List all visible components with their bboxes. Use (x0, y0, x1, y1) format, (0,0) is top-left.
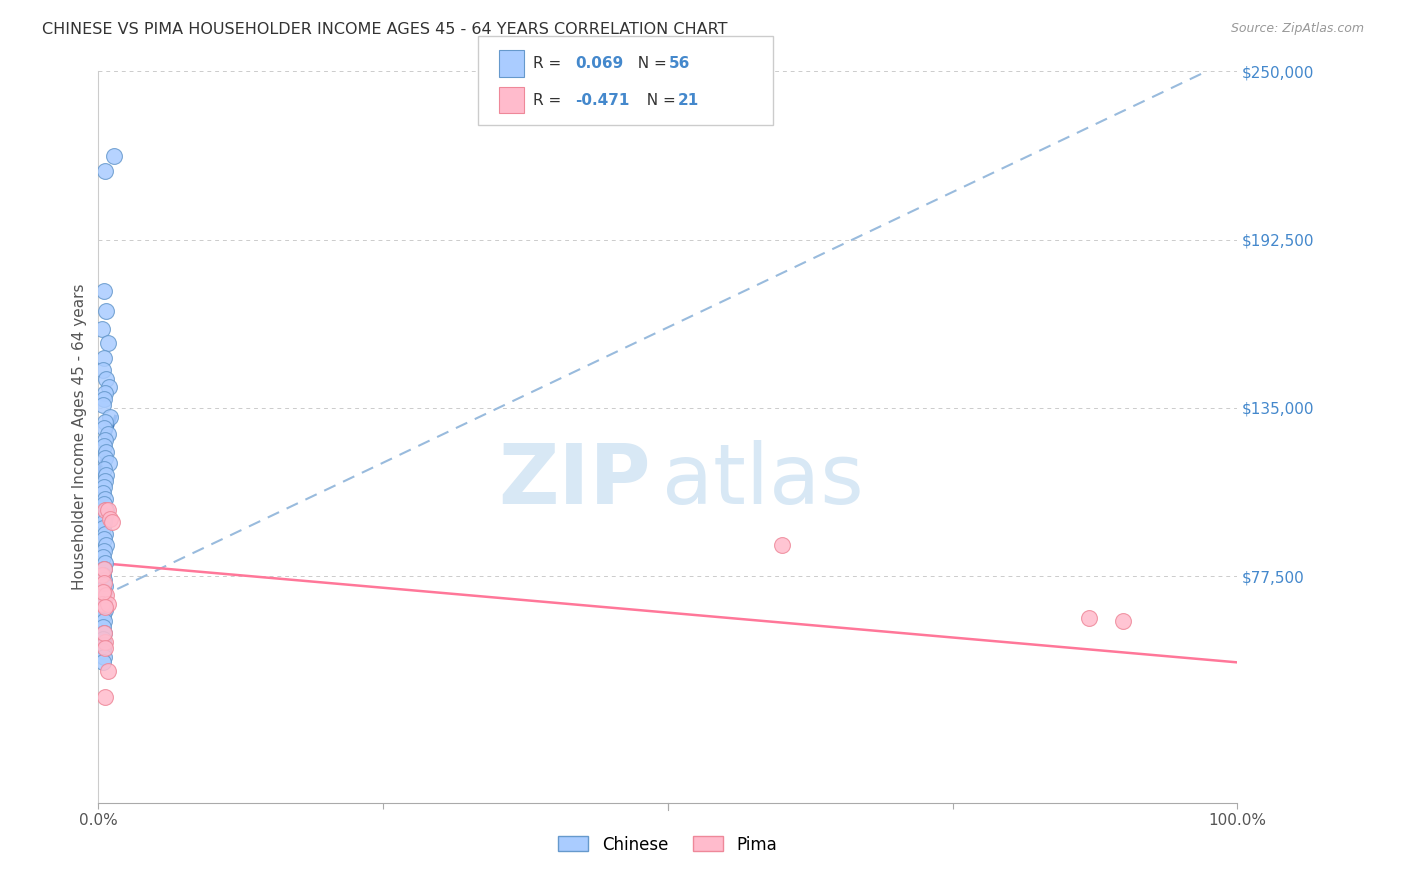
Text: R =: R = (533, 55, 567, 70)
Point (91, 632, 114, 646)
Point (94, 603, 117, 617)
Point (96, 503, 118, 517)
Point (93, 638, 115, 652)
Point (93, 533, 115, 547)
Point (96, 304, 118, 318)
Point (93, 649, 115, 664)
Point (90, 322, 112, 336)
Point (94, 491, 117, 506)
Point (93, 497, 115, 511)
Point (93, 284, 115, 298)
Point (94, 509, 117, 524)
Point (94, 433, 117, 447)
Point (93, 597, 115, 611)
Legend: Chinese, Pima: Chinese, Pima (551, 829, 785, 860)
Point (91, 656, 114, 670)
Point (96, 503, 118, 517)
Text: 0.069: 0.069 (575, 55, 623, 70)
Point (93, 480, 115, 494)
Point (90, 597, 112, 611)
Point (94, 503, 117, 517)
Point (93, 574, 115, 588)
Point (97, 457, 120, 471)
Point (93, 515, 115, 529)
Point (93, 544, 115, 558)
Point (1112, 615, 1135, 629)
Text: N =: N = (628, 55, 672, 70)
Point (93, 351, 115, 365)
Point (98, 512, 121, 526)
Point (91, 620, 114, 634)
Point (91, 643, 114, 657)
Point (94, 416, 117, 430)
Point (91, 567, 114, 582)
Text: ZIP: ZIP (498, 441, 651, 522)
Point (91, 398, 114, 412)
Point (96, 427, 118, 442)
Point (93, 576, 115, 591)
Point (94, 450, 117, 465)
Point (96, 444, 118, 458)
Point (93, 615, 115, 629)
Point (98, 409, 121, 424)
Point (96, 597, 118, 611)
Text: R =: R = (533, 93, 567, 108)
Text: N =: N = (637, 93, 681, 108)
Point (1078, 611, 1101, 625)
Point (96, 371, 118, 385)
Point (93, 421, 115, 435)
Text: 56: 56 (669, 55, 690, 70)
Point (94, 599, 117, 614)
Text: CHINESE VS PIMA HOUSEHOLDER INCOME AGES 45 - 64 YEARS CORRELATION CHART: CHINESE VS PIMA HOUSEHOLDER INCOME AGES … (42, 22, 728, 37)
Text: -0.471: -0.471 (575, 93, 630, 108)
Point (93, 626, 115, 640)
Point (93, 626, 115, 640)
Point (93, 462, 115, 476)
Y-axis label: Householder Income Ages 45 - 64 years: Householder Income Ages 45 - 64 years (72, 284, 87, 591)
Point (94, 526, 117, 541)
Point (770, 538, 793, 552)
Point (94, 690, 117, 705)
Point (91, 608, 114, 623)
Point (91, 585, 114, 599)
Point (101, 515, 124, 529)
Point (93, 392, 115, 406)
Text: atlas: atlas (662, 441, 863, 522)
Point (93, 585, 115, 599)
Point (93, 562, 115, 576)
Point (96, 336, 118, 351)
Text: Source: ZipAtlas.com: Source: ZipAtlas.com (1230, 22, 1364, 36)
Point (93, 439, 115, 453)
Point (93, 562, 115, 576)
Point (94, 474, 117, 488)
Point (96, 538, 118, 552)
Point (94, 386, 117, 401)
Point (91, 485, 114, 500)
Point (96, 664, 118, 678)
Point (91, 585, 114, 599)
Point (91, 591, 114, 605)
Point (103, 149, 125, 163)
Point (94, 640, 117, 655)
Point (96, 468, 118, 483)
Point (94, 635, 117, 649)
Point (94, 579, 117, 593)
Point (91, 549, 114, 564)
Text: 21: 21 (678, 93, 699, 108)
Point (91, 521, 114, 535)
Point (97, 380, 120, 394)
Point (90, 567, 112, 582)
Point (96, 588, 118, 602)
Point (94, 164, 117, 178)
Point (91, 363, 114, 377)
Point (94, 556, 117, 570)
